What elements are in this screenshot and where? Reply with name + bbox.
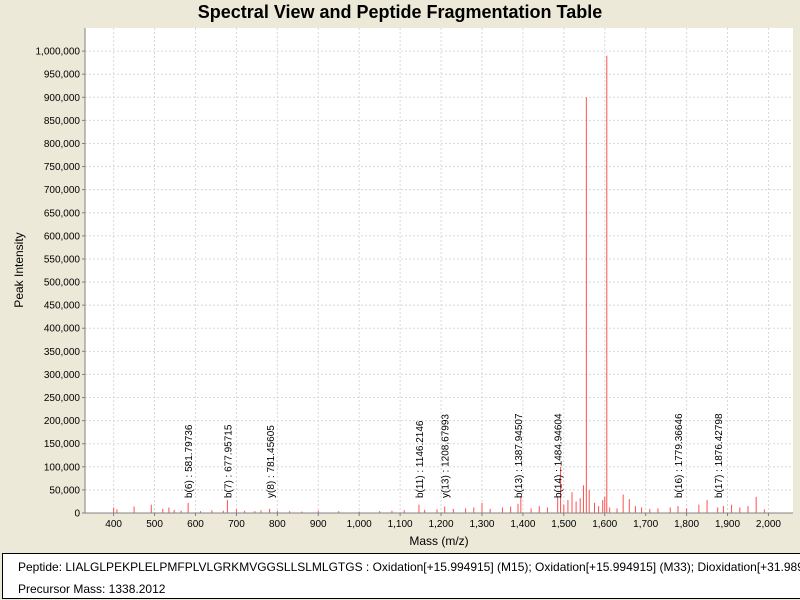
y-tick-label: 750,000 [44,162,81,173]
y-axis-label: Peak Intensity [12,232,26,307]
x-tick-label: 700 [228,519,245,530]
y-tick-label: 200,000 [44,416,81,427]
peaks-layer [113,55,765,513]
fragment-annotation-label: y(8) : 781.45605 [266,425,277,498]
y-tick-label: 400,000 [44,324,81,335]
x-tick-label: 400 [105,519,122,530]
fragment-annotation-label: b(17) : 1876.42798 [714,413,725,498]
spectrum-chart: b(6) : 581.79736 b(7) : 677.95715 y(8) : 7… [12,28,793,548]
y-tick-label: 50,000 [49,485,80,496]
x-axis-label: Mass (m/z) [409,534,468,548]
x-tick-label: 600 [187,519,204,530]
fragment-annotation-label: b(11) : 1146.2146 [415,420,426,498]
y-tick-label: 900,000 [44,93,81,104]
x-tick-label: 800 [269,519,286,530]
y-tick-label: 350,000 [44,347,81,358]
y-tick-label: 650,000 [44,208,81,219]
x-tick-label: 1,500 [551,519,576,530]
annotation-layer: b(6) : 581.79736 b(7) : 677.95715 y(8) : 7… [184,413,725,498]
y-tick-label: 850,000 [44,116,81,127]
x-tick-label: 1,100 [388,519,413,530]
x-tick-label: 1,000 [347,519,372,530]
fragment-annotation-label: b(16) : 1779.36646 [674,413,685,498]
y-tick-label: 100,000 [44,462,81,473]
y-tick-label: 0 [74,509,80,520]
y-tick-label: 250,000 [44,393,81,404]
y-tick-label: 150,000 [44,439,81,450]
fragment-annotation-label: b(14) : 1484.94604 [554,413,565,498]
y-tick-label: 500,000 [44,278,81,289]
x-tick-label: 900 [310,519,327,530]
y-tick-label: 1,000,000 [36,47,81,58]
plot-area [85,28,793,513]
y-tick-label: 700,000 [44,185,81,196]
x-tick-label: 1,200 [429,519,454,530]
axis-layer: 0 50,000 100,000 150,000 200,000 250,000 300,0… [36,28,793,530]
y-tick-label: 950,000 [44,70,81,81]
fragment-annotation-label: b(7) : 677.95715 [223,424,234,498]
x-tick-label: 1,300 [469,519,494,530]
x-tick-label: 1,800 [674,519,699,530]
fragment-annotation-label: b(6) : 581.79736 [184,424,195,498]
x-tick-label: 1,900 [715,519,740,530]
fragment-annotation-label: y(13) : 1208.67993 [441,414,452,498]
precursor-mass: Precursor Mass: 1338.2012 [18,582,166,596]
y-tick-label: 600,000 [44,231,81,242]
peptide-info-panel: Peptide: LIALGLPEKPLELPMFPLVLGRKMVGGSLLS… [2,553,800,599]
x-tick-label: 1,700 [633,519,658,530]
chart-title: Spectral View and Peptide Fragmentation … [197,2,603,22]
x-tick-label: 500 [146,519,163,530]
x-tick-label: 1,600 [592,519,617,530]
x-tick-label: 2,000 [756,519,781,530]
fragment-annotation-label: b(13) : 1387.94507 [514,413,525,498]
y-tick-label: 300,000 [44,370,81,381]
y-tick-label: 550,000 [44,254,81,265]
peptide-sequence: Peptide: LIALGLPEKPLELPMFPLVLGRKMVGGSLLS… [18,560,800,574]
y-tick-label: 450,000 [44,301,81,312]
x-tick-label: 1,400 [510,519,535,530]
y-tick-label: 800,000 [44,139,81,150]
